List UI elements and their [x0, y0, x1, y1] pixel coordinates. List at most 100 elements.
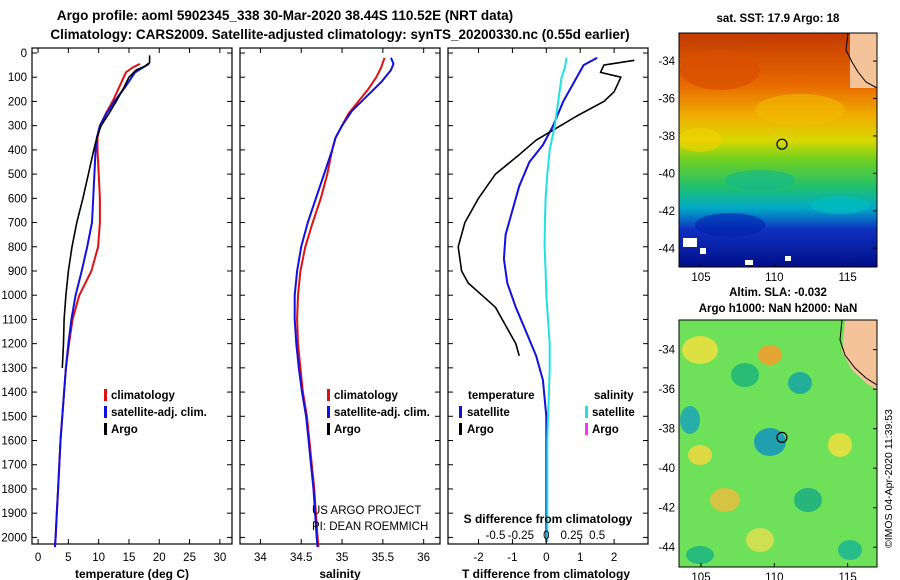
credit-pi: PI: DEAN ROEMMICH	[312, 521, 428, 533]
depth-tick-label: 500	[8, 169, 27, 181]
depth-tick-label: 1500	[1, 411, 27, 423]
depth-tick-label: 300	[8, 121, 27, 133]
map-y-tick-label: -38	[658, 424, 675, 436]
legend-label-argo: Argo	[334, 424, 361, 436]
temperature-legend: climatology satellite-adj. clim. Argo	[104, 389, 207, 436]
map-x-tick-label: 105	[691, 572, 710, 580]
sst-map: sat. SST: 17.9 Argo: 18 105 110 115 -34 -36 -…	[658, 13, 878, 284]
series-line-t-satellite	[502, 56, 598, 543]
legend-swatch-climatology	[327, 389, 330, 401]
x-tick-label: 0	[543, 552, 549, 564]
legend-label-t-argo: Argo	[467, 424, 494, 436]
sst-map-axes: 105 110 115 -34 -36 -38 -40 -42 -44	[658, 56, 877, 284]
coastline	[845, 33, 877, 89]
x-tick-label: 20	[153, 552, 166, 564]
depth-tick-label: 200	[8, 96, 27, 108]
map-y-tick-label: -44	[658, 542, 675, 554]
salinity-xlabel: salinity	[319, 567, 361, 580]
legend-swatch-s-argo	[585, 423, 588, 435]
series-line-satellite-adj-clim-	[293, 57, 395, 548]
depth-tick-label: 1600	[1, 436, 27, 448]
x-tick-label: 30	[213, 552, 226, 564]
land-africa-australia	[850, 33, 877, 88]
x-tick-label: -2	[473, 552, 483, 564]
map-x-tick-label: 110	[765, 272, 783, 284]
series-line-t-argo	[457, 59, 635, 357]
depth-tick-label: 1200	[1, 339, 27, 351]
s-difference-label: S difference from climatology	[464, 512, 633, 526]
sst-map-frame	[678, 32, 878, 268]
depth-tick-label: 1000	[1, 290, 27, 302]
sla-map-subtitle: Argo h1000: NaN h2000: NaN	[699, 303, 858, 315]
legend-label-satellite: satellite-adj. clim.	[334, 407, 430, 419]
difference-s-axis: -0.5 -0.25 0 0.25 0.5	[486, 530, 606, 542]
legend-swatch-climatology	[104, 389, 107, 401]
s-diff-tick-label: -0.25	[508, 530, 534, 542]
salinity-panel: 34 34.5 35 35.5 36 salinity climatology sate…	[239, 47, 441, 580]
temperature-panel: 0 5 10 15 20 25 30 temperature (deg C) climato…	[31, 47, 233, 580]
legend-label-s-satellite: satellite	[592, 407, 635, 419]
map-y-tick-label: -44	[658, 243, 675, 255]
s-diff-tick-label: 0	[543, 530, 549, 542]
series-line-s-satellite	[543, 57, 568, 543]
legend-label-s-argo: Argo	[592, 424, 619, 436]
salinity-plot-frame	[239, 47, 441, 545]
x-tick-label: 10	[92, 552, 105, 564]
sla-map: Altim. SLA: -0.032 Argo h1000: NaN h2000…	[658, 287, 895, 580]
temperature-series	[54, 55, 151, 548]
map-y-tick-label: -36	[658, 94, 675, 106]
map-y-tick-label: -42	[658, 503, 675, 515]
x-tick-label: 35	[336, 552, 349, 564]
x-tick-label: 5	[65, 552, 71, 564]
depth-tick-label: 100	[8, 72, 27, 84]
float-position-marker	[776, 431, 788, 443]
coastline-sla	[839, 320, 877, 386]
credit-project: US ARGO PROJECT	[312, 505, 421, 517]
figure-title-line1: Argo profile: aoml 5902345_338 30-Mar-20…	[57, 8, 513, 23]
salinity-series	[293, 57, 395, 548]
legend-swatch-t-argo	[459, 423, 462, 435]
temperature-xlabel: temperature (deg C)	[75, 567, 189, 580]
series-line-climatology	[296, 57, 386, 548]
x-tick-label: 2	[611, 552, 617, 564]
float-position-marker	[776, 138, 788, 150]
legend-label-satellite: satellite-adj. clim.	[111, 407, 207, 419]
s-diff-tick-label: -0.5	[486, 530, 506, 542]
depth-tick-label: 600	[8, 193, 27, 205]
sst-map-title: sat. SST: 17.9 Argo: 18	[717, 13, 841, 25]
map-y-tick-label: -42	[658, 206, 675, 218]
depth-tick-label: 0	[21, 48, 27, 60]
x-tick-label: 1	[577, 552, 583, 564]
difference-panel: -2 -1 0 1 2 -0.5 -0.25 0 0.25 0.5 S difference f…	[447, 47, 649, 580]
sla-field	[679, 320, 877, 567]
depth-tick-label: 1100	[2, 314, 27, 326]
series-line-satellite-adj-clim-	[54, 63, 150, 548]
sst-field	[679, 33, 877, 267]
legend-swatch-argo	[327, 423, 330, 435]
x-tick-label: 34	[254, 552, 267, 564]
x-tick-label: -1	[507, 552, 517, 564]
map-y-tick-label: -36	[658, 384, 675, 396]
depth-tick-label: 1900	[1, 508, 27, 520]
map-y-tick-label: -34	[658, 56, 675, 68]
difference-xlabel: T difference from climatology	[462, 567, 630, 580]
legend-label-t-satellite: satellite	[467, 407, 510, 419]
depth-tick-label: 1400	[1, 387, 27, 399]
map-y-tick-label: -40	[658, 168, 675, 180]
imos-footer: ©IMOS 04-Apr-2020 11:39:53	[883, 409, 895, 548]
sla-map-axes: 105 110 115 -34 -36 -38 -40 -42 -44	[658, 345, 877, 580]
depth-tick-label: 700	[8, 218, 27, 230]
sla-map-title: Altim. SLA: -0.032	[729, 287, 827, 299]
legend-swatch-s-satellite	[585, 406, 588, 418]
depth-tick-label: 400	[8, 145, 27, 157]
depth-tick-label: 1800	[1, 484, 27, 496]
map-x-tick-label: 110	[765, 572, 783, 580]
depth-tick-label: 800	[8, 242, 27, 254]
map-y-tick-label: -38	[658, 131, 675, 143]
sla-map-frame	[678, 319, 878, 568]
legend-heading-temperature: temperature	[468, 390, 534, 402]
x-tick-label: 34.5	[290, 552, 312, 564]
salinity-x-axis: 34 34.5 35 35.5 36	[240, 48, 440, 564]
series-line-argo	[61, 55, 151, 368]
x-tick-label: 25	[183, 552, 196, 564]
